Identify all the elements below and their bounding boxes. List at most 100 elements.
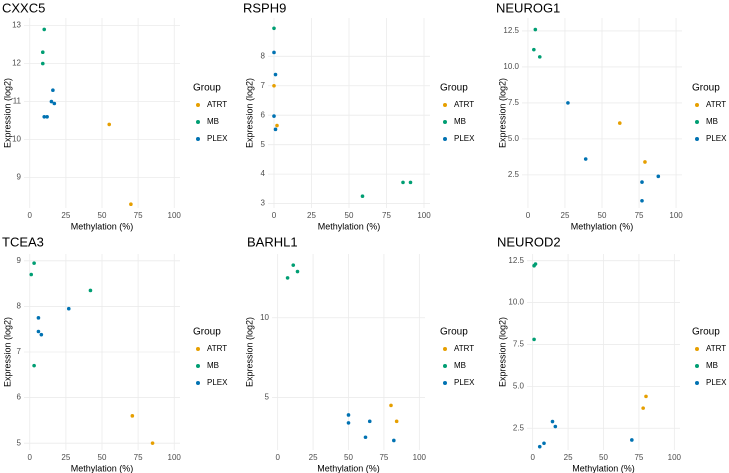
legend-label: MB: [706, 361, 718, 370]
x-axis-title: Methylation (%): [71, 221, 134, 231]
panel-title: BARHL1: [247, 234, 298, 249]
legend-title: Group: [440, 83, 468, 94]
x-tick-label: 50: [599, 453, 608, 462]
legend-swatch: [196, 381, 200, 385]
point: [537, 444, 542, 449]
x-tick-label: 100: [168, 453, 182, 462]
point: [51, 88, 55, 92]
point: [533, 262, 538, 266]
y-tick-label: 6: [261, 110, 266, 119]
point: [66, 306, 71, 311]
x-tick-label: 0: [272, 211, 277, 220]
point: [550, 419, 555, 424]
panel-title: NEUROD2: [497, 234, 561, 249]
legend-title: Group: [440, 327, 468, 338]
y-tick-label: 7.5: [508, 98, 520, 107]
legend-swatch: [695, 120, 699, 124]
point: [401, 180, 405, 185]
x-tick-label: 25: [307, 211, 316, 220]
y-tick-label: 12.5: [508, 256, 524, 265]
point: [36, 316, 41, 320]
panel-title: NEUROG1: [496, 0, 560, 15]
legend-swatch: [695, 347, 699, 351]
legend-swatch: [196, 364, 200, 368]
point: [389, 403, 393, 408]
legend-label: PLEX: [207, 378, 228, 387]
point: [49, 99, 54, 104]
x-tick-label: 0: [526, 211, 531, 220]
point: [367, 419, 372, 424]
legend-label: MB: [207, 361, 219, 370]
point: [346, 413, 351, 417]
point: [273, 127, 278, 132]
y-tick-label: 4: [261, 169, 266, 178]
legend-label: MB: [454, 361, 466, 370]
panel-title: TCEA3: [2, 234, 44, 249]
y-tick-label: 5.0: [513, 381, 525, 390]
point: [644, 394, 648, 399]
point: [537, 55, 542, 59]
legend-swatch: [443, 364, 447, 368]
y-tick-label: 12: [12, 59, 21, 68]
point: [40, 50, 45, 54]
legend-title: Group: [193, 327, 221, 338]
x-tick-label: 75: [134, 453, 143, 462]
y-tick-label: 9: [17, 256, 22, 265]
legend-label: MB: [207, 117, 219, 126]
legend-swatch: [695, 137, 699, 141]
legend-swatch: [443, 381, 447, 385]
point: [533, 27, 538, 32]
y-tick-label: 6: [17, 393, 22, 402]
x-tick-label: 50: [98, 211, 107, 220]
point: [32, 261, 36, 265]
y-tick-label: 10.0: [508, 298, 524, 307]
legend-swatch: [196, 347, 200, 351]
legend-label: PLEX: [454, 134, 475, 143]
point: [656, 174, 661, 179]
y-tick-label: 2.5: [508, 170, 520, 179]
legend-swatch: [443, 120, 447, 124]
legend-swatch: [443, 103, 447, 107]
x-tick-label: 100: [413, 453, 427, 462]
x-tick-label: 75: [634, 453, 643, 462]
x-tick-label: 100: [417, 211, 431, 220]
y-axis-title: Expression (log2): [497, 78, 507, 148]
x-tick-label: 50: [98, 453, 107, 462]
legend-swatch: [196, 103, 200, 107]
point: [291, 263, 296, 267]
y-tick-label: 8: [261, 51, 266, 60]
point: [42, 27, 47, 32]
y-tick-label: 5: [265, 393, 270, 402]
x-tick-label: 50: [344, 453, 353, 462]
point: [394, 419, 399, 424]
point: [285, 276, 290, 280]
point: [272, 83, 276, 88]
legend-label: ATRT: [454, 100, 474, 109]
panel-title: CXXC5: [2, 0, 45, 15]
y-axis-title: Expression (log2): [244, 78, 254, 148]
x-tick-label: 25: [61, 453, 70, 462]
legend-label: ATRT: [706, 100, 726, 109]
point: [542, 441, 546, 446]
x-tick-label: 100: [669, 211, 683, 220]
x-tick-label: 0: [28, 453, 33, 462]
point: [566, 101, 570, 105]
point: [275, 123, 279, 128]
x-tick-label: 0: [275, 453, 280, 462]
y-tick-label: 5: [261, 140, 266, 149]
x-tick-label: 25: [564, 453, 573, 462]
y-tick-label: 11: [13, 97, 22, 106]
y-tick-label: 3: [261, 199, 266, 208]
legend-title: Group: [193, 83, 221, 94]
point: [130, 414, 135, 418]
y-tick-label: 5.0: [508, 134, 520, 143]
point: [273, 72, 278, 77]
legend-label: PLEX: [706, 134, 727, 143]
y-tick-label: 13: [12, 21, 21, 30]
point: [272, 114, 276, 118]
point: [36, 329, 41, 334]
y-tick-label: 7: [17, 347, 22, 356]
x-tick-label: 100: [668, 453, 682, 462]
legend-label: ATRT: [706, 344, 726, 353]
point: [408, 180, 413, 185]
